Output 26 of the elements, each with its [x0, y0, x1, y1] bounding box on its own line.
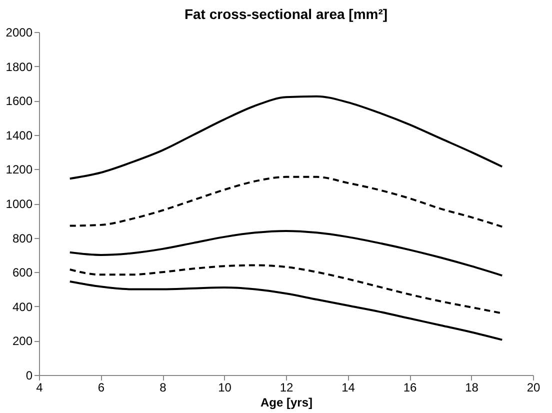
- x-tick-label: 4: [36, 380, 44, 394]
- x-axis-title: Age [yrs]: [260, 396, 313, 410]
- line-series: [68, 95, 504, 180]
- y-tick-label: 1400: [6, 128, 33, 142]
- y-tick-label: 1800: [6, 60, 33, 74]
- x-tick-label: 18: [465, 380, 479, 394]
- y-tick-label: 2000: [6, 26, 33, 40]
- y-tick-label: 1000: [6, 197, 33, 211]
- x-tick-label: 16: [403, 380, 417, 394]
- line-series: [68, 280, 504, 341]
- x-tick-label: 8: [160, 380, 167, 394]
- y-tick-label: 1200: [6, 162, 33, 177]
- line-series: [68, 176, 504, 228]
- x-tick-label: 12: [280, 380, 294, 394]
- x-tick-label: 6: [98, 380, 105, 394]
- y-tick-label: 800: [12, 231, 33, 246]
- chart-title: Fat cross-sectional area [mm²]: [184, 6, 388, 22]
- x-tick-label: 14: [342, 380, 356, 394]
- x-tick-label: 10: [218, 380, 232, 394]
- y-tick-label: 0: [26, 368, 33, 382]
- line-series: [68, 230, 504, 277]
- x-tick-label: 20: [526, 380, 540, 394]
- y-tick-label: 1600: [6, 94, 33, 108]
- y-tick-label: 200: [12, 334, 33, 348]
- y-tick-label: 600: [12, 266, 33, 280]
- y-tick-label: 400: [12, 300, 33, 314]
